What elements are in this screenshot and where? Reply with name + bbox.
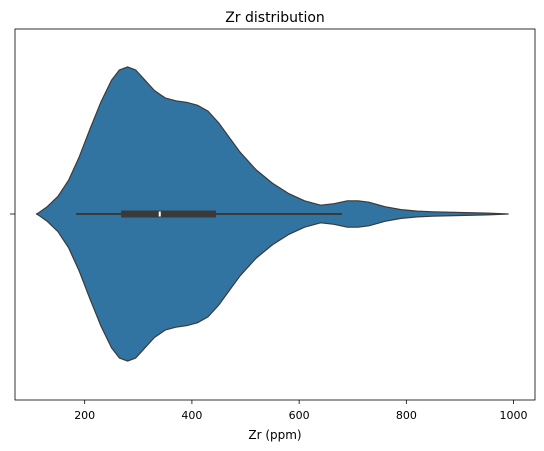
- x-tick-label: 1000: [500, 409, 528, 422]
- chart-title: Zr distribution: [225, 10, 325, 26]
- x-tick-label: 800: [396, 409, 417, 422]
- plot-area: [35, 66, 509, 362]
- x-axis-label: Zr (ppm): [248, 428, 301, 442]
- iqr-box: [121, 210, 217, 218]
- axes-frame: [14, 28, 536, 401]
- median-marker: [158, 211, 161, 217]
- x-tick-label: 400: [181, 409, 202, 422]
- x-tick-label: 200: [74, 409, 95, 422]
- x-axis: 200 400 600 800 1000: [74, 400, 528, 422]
- x-tick-label: 600: [289, 409, 310, 422]
